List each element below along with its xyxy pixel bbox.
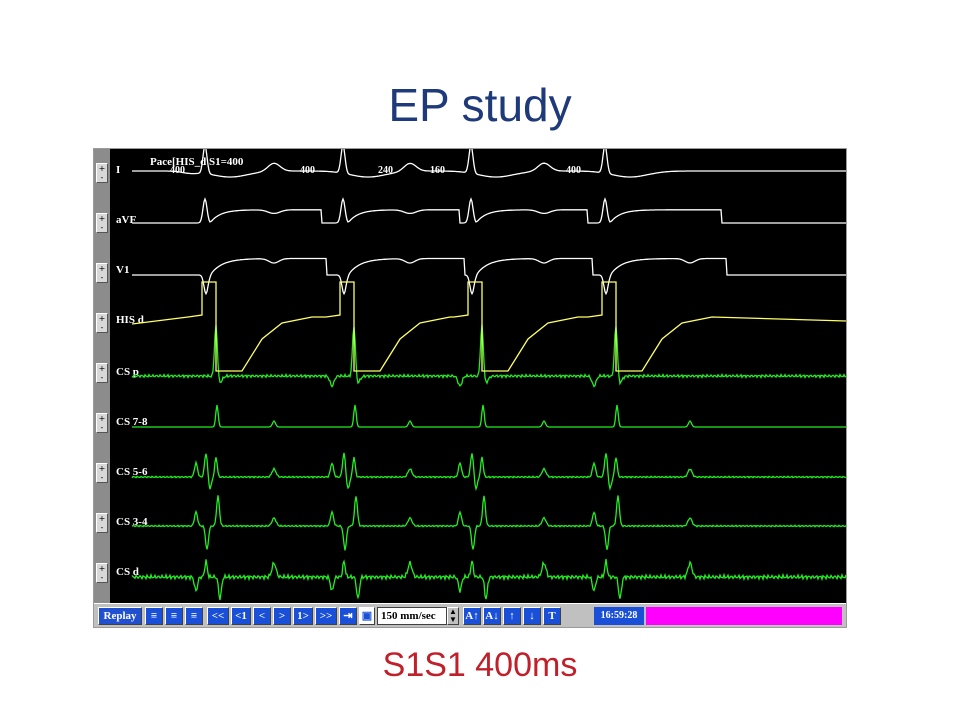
slide-title: EP study	[388, 79, 572, 131]
waveform-trace	[132, 197, 846, 224]
waveform-trace	[132, 404, 846, 428]
gain-decrease-icon[interactable]: A↓	[483, 607, 501, 625]
arrow-up-icon[interactable]: ↑	[503, 607, 521, 625]
channel-label-CSp: CS p	[116, 366, 139, 378]
sweep-speed-select[interactable]: 150 mm/sec	[377, 607, 447, 625]
channel-label-I: I	[116, 164, 120, 176]
channel-label-CS56: CS 5-6	[116, 466, 148, 478]
slide-caption: S1S1 400ms	[382, 646, 578, 684]
step-forward-button[interactable]: >	[273, 607, 291, 625]
arrow-down-icon[interactable]: ↓	[523, 607, 541, 625]
status-bar	[646, 607, 842, 625]
speed-spinner-icon[interactable]: ▲ ▼	[447, 607, 459, 625]
trace-right-align-icon[interactable]: ≡	[185, 607, 203, 625]
channel-control-strip: + - + - + - + - + - + - + - + - + -	[94, 149, 110, 603]
waveform-trace	[132, 149, 846, 178]
channel-label-CS78: CS 7-8	[116, 416, 148, 428]
page-back-one-button[interactable]: <1	[231, 607, 251, 625]
interval-marker: 400	[170, 165, 185, 176]
channel-control-HIS[interactable]: + -	[96, 313, 108, 333]
channel-control-CS56[interactable]: + -	[96, 463, 108, 483]
channel-control-aVF[interactable]: + -	[96, 213, 108, 233]
t-button[interactable]: T	[543, 607, 561, 625]
channel-label-CSd: CS d	[116, 566, 139, 578]
waveform-trace	[131, 281, 846, 372]
channel-control-CSd[interactable]: + -	[96, 563, 108, 583]
channel-label-HIS: HIS d	[116, 314, 144, 326]
lock-icon[interactable]: ▣	[359, 607, 375, 625]
page-first-button[interactable]: <<	[207, 607, 229, 625]
replay-button[interactable]: Replay	[98, 607, 142, 625]
step-back-button[interactable]: <	[253, 607, 271, 625]
waveform-trace	[131, 558, 846, 601]
channel-control-CS78[interactable]: + -	[96, 413, 108, 433]
waveform-trace	[132, 257, 846, 296]
gain-increase-icon[interactable]: A↑	[463, 607, 481, 625]
channel-control-V1[interactable]: + -	[96, 263, 108, 283]
waveform-trace	[131, 324, 846, 388]
pacing-header-label: Pace[HIS_d S1=400	[150, 156, 244, 168]
ecg-tracings: Pace[HIS_d S1=400 400 400 240 160 400 I …	[116, 149, 846, 601]
channel-control-I[interactable]: + -	[96, 163, 108, 183]
trace-center-align-icon[interactable]: ≡	[165, 607, 183, 625]
trace-left-align-icon[interactable]: ≡	[145, 607, 163, 625]
ep-recording-window: + - + - + - + - + - + - + - + - + - Pace[HIS_d S1…	[93, 148, 847, 628]
time-display: 16:59:28	[594, 607, 644, 625]
replay-toolbar: Replay ≡ ≡ ≡ << <1 < > 1> >> ⇥ ▣ 150 mm/…	[94, 603, 846, 627]
channel-label-V1: V1	[116, 264, 129, 276]
channel-control-CSp[interactable]: + -	[96, 363, 108, 383]
interval-marker: 240	[378, 165, 393, 176]
page-last-button[interactable]: >>	[315, 607, 337, 625]
channel-control-CS34[interactable]: + -	[96, 513, 108, 533]
waveform-trace	[131, 452, 846, 492]
page-forward-one-button[interactable]: 1>	[293, 607, 313, 625]
waveform-trace	[131, 495, 846, 551]
end-marker-icon[interactable]: ⇥	[339, 607, 357, 625]
channel-label-aVF: aVF	[116, 214, 136, 226]
